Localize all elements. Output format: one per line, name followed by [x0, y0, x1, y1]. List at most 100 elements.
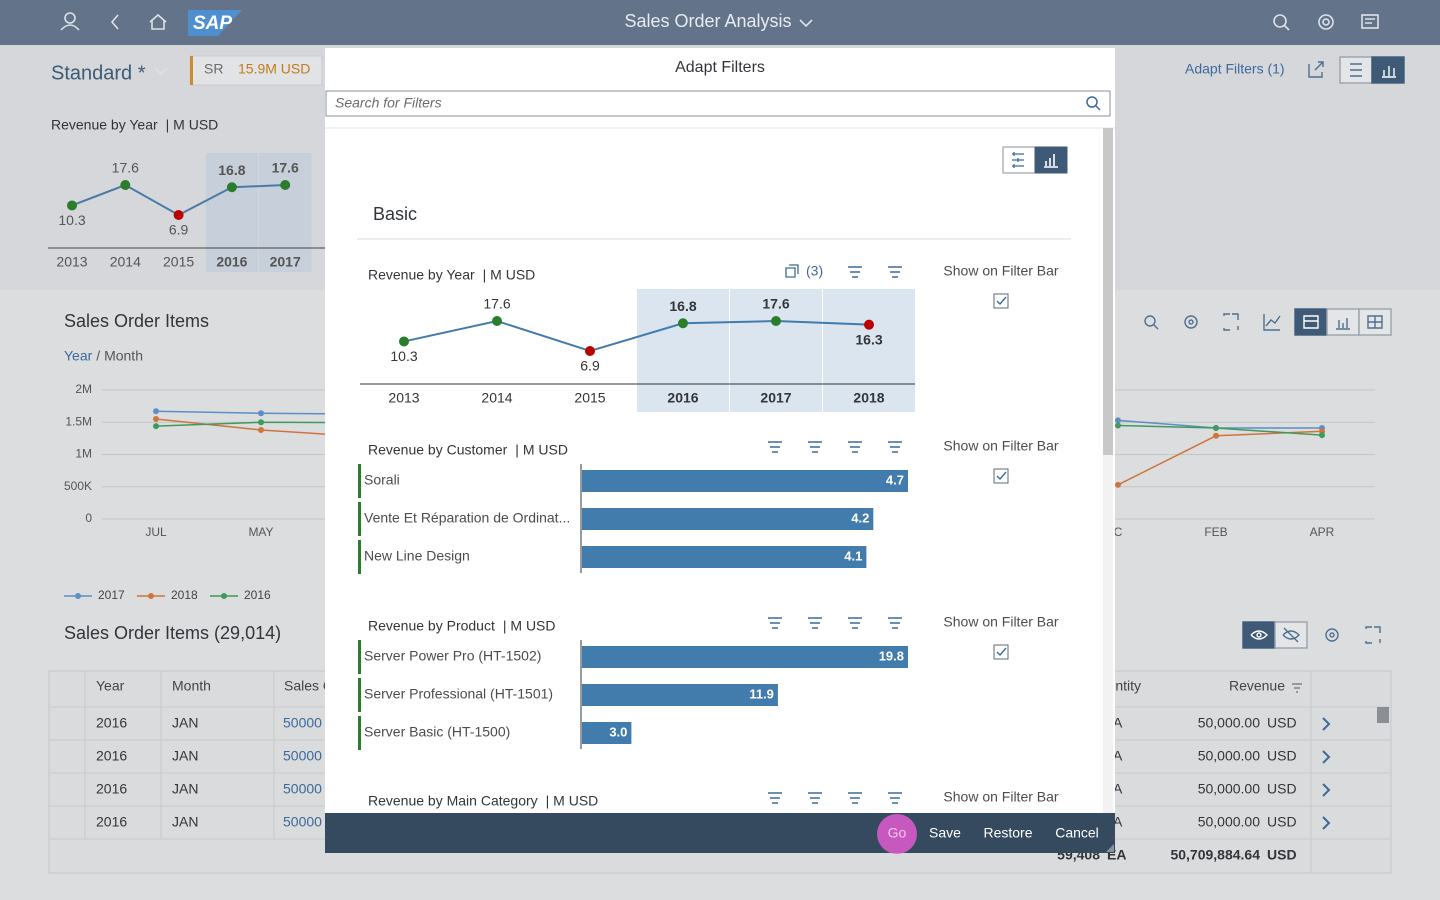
chart-toolbar	[1144, 308, 1392, 649]
series-point	[1115, 417, 1121, 424]
show-on-filter-bar: Show on Filter Bar	[943, 438, 1058, 454]
table-cell: JAN	[172, 814, 198, 830]
table-cell: 50,000.00	[1198, 715, 1260, 731]
row-nav[interactable]	[1322, 783, 1331, 797]
section-icon[interactable]	[808, 617, 822, 629]
scrollbar	[1103, 128, 1113, 813]
legend-label: 2016	[244, 588, 271, 602]
footer-button[interactable]: Save	[929, 825, 961, 841]
adapt-filters-link[interactable]: Adapt Filters (1)	[1185, 61, 1285, 77]
chart-view-toggle[interactable]	[1034, 146, 1068, 174]
footer-button[interactable]: Cancel	[1055, 825, 1099, 841]
bar	[582, 684, 778, 706]
row-nav[interactable]	[1322, 750, 1331, 764]
section-title: Revenue by Main Category	[368, 793, 538, 809]
y-tick-label: 2M	[75, 382, 92, 396]
category-label: New Line Design	[364, 548, 470, 564]
section-icon[interactable]	[768, 617, 782, 629]
footer-button[interactable]: Restore	[983, 825, 1032, 841]
data-label: 17.6	[483, 296, 510, 312]
x-tick-label: MAY	[248, 525, 273, 539]
series-point	[153, 408, 159, 415]
line	[403, 319, 870, 353]
section-icon[interactable]	[888, 792, 902, 804]
checkbox[interactable]	[993, 644, 1009, 660]
section-icon[interactable]	[888, 617, 902, 629]
data-label: 6.9	[580, 358, 600, 374]
section-icon[interactable]	[848, 792, 862, 804]
filter-token	[189, 55, 323, 86]
app-title: Sales Order Analysis	[624, 11, 791, 31]
data-label: 10.3	[58, 212, 85, 228]
filter-list: Basic Revenue by Year | M USD Show on Filte…	[357, 146, 1071, 809]
table-cell: 2016	[96, 814, 127, 830]
search-placeholder[interactable]: Search for Filters	[335, 95, 442, 111]
table-cell: A	[1113, 814, 1123, 830]
row-indicator	[358, 540, 361, 574]
section-icon[interactable]	[768, 441, 782, 453]
row-indicator	[358, 678, 361, 712]
resize-handle[interactable]	[1106, 844, 1114, 852]
x-tick-label: 2015	[574, 390, 605, 406]
section-title: Revenue by Customer	[368, 442, 508, 458]
row-indicator	[358, 502, 361, 536]
column-header: ntity	[1115, 678, 1141, 694]
checkmark	[996, 296, 1007, 306]
section-icon[interactable]	[808, 441, 822, 453]
section-icon[interactable]	[848, 266, 862, 278]
section-icon[interactable]	[888, 441, 902, 453]
y-tick-label: 0	[85, 511, 92, 525]
row-nav[interactable]	[1322, 717, 1331, 731]
chart-title: Sales Order Items	[64, 311, 209, 331]
x-tick-label: 2015	[163, 254, 194, 270]
chart-icon	[1044, 154, 1058, 168]
checkbox[interactable]	[993, 293, 1009, 309]
list-icon	[1012, 152, 1024, 168]
search-icon[interactable]	[1086, 96, 1101, 111]
scrollbar-thumb[interactable]	[1103, 128, 1113, 455]
x-tick-label: JUL	[145, 525, 167, 539]
copy-icon[interactable]	[785, 264, 799, 278]
legend-swatch	[75, 593, 81, 599]
selected-band	[205, 153, 259, 272]
x-tick-label: 2013	[388, 390, 419, 406]
adapt-filters-dialog: Basic Revenue by Year | M USD Show on Filte…	[325, 48, 1115, 854]
table-cell: A	[1113, 715, 1123, 731]
drill-level[interactable]: Year	[64, 348, 93, 364]
point	[67, 200, 77, 211]
filter-value: 15.9M USD	[238, 61, 310, 77]
checkbox[interactable]	[993, 468, 1009, 484]
dialog-frame	[325, 48, 1115, 853]
table-cell: JAN	[172, 748, 198, 764]
drill-level: / Month	[96, 348, 143, 364]
section-icon[interactable]	[848, 617, 862, 629]
category-label: Vente Et Réparation de Ordinat...	[364, 510, 570, 526]
show-on-filter-bar: Show on Filter Bar	[943, 614, 1058, 630]
section-icon[interactable]	[888, 266, 902, 278]
series-point	[1213, 432, 1219, 439]
bar	[582, 722, 632, 744]
table-cell: A	[1113, 748, 1123, 764]
row-indicator	[358, 640, 361, 674]
search-field[interactable]	[325, 90, 1111, 117]
selection-count[interactable]: (3)	[806, 263, 823, 279]
section-icon[interactable]	[808, 792, 822, 804]
x-tick-label: 2016	[667, 390, 698, 406]
series-point	[258, 419, 264, 426]
section-icon[interactable]	[768, 792, 782, 804]
series-point	[1115, 481, 1121, 488]
section-icon[interactable]	[848, 441, 862, 453]
filter-token-marker	[190, 56, 193, 85]
footer-button[interactable]: Go	[888, 825, 907, 841]
section-unit: | M USD	[546, 793, 599, 809]
series-point	[258, 410, 264, 417]
point	[173, 209, 184, 220]
point	[678, 318, 688, 329]
data-label: 16.8	[669, 298, 696, 314]
row-indicator	[358, 464, 361, 498]
x-tick-label: 2013	[56, 254, 87, 270]
legend-label: 2018	[171, 588, 198, 602]
row-nav[interactable]	[1322, 816, 1331, 830]
category-label: Server Power Pro (HT-1502)	[364, 648, 541, 664]
bar	[582, 508, 874, 530]
